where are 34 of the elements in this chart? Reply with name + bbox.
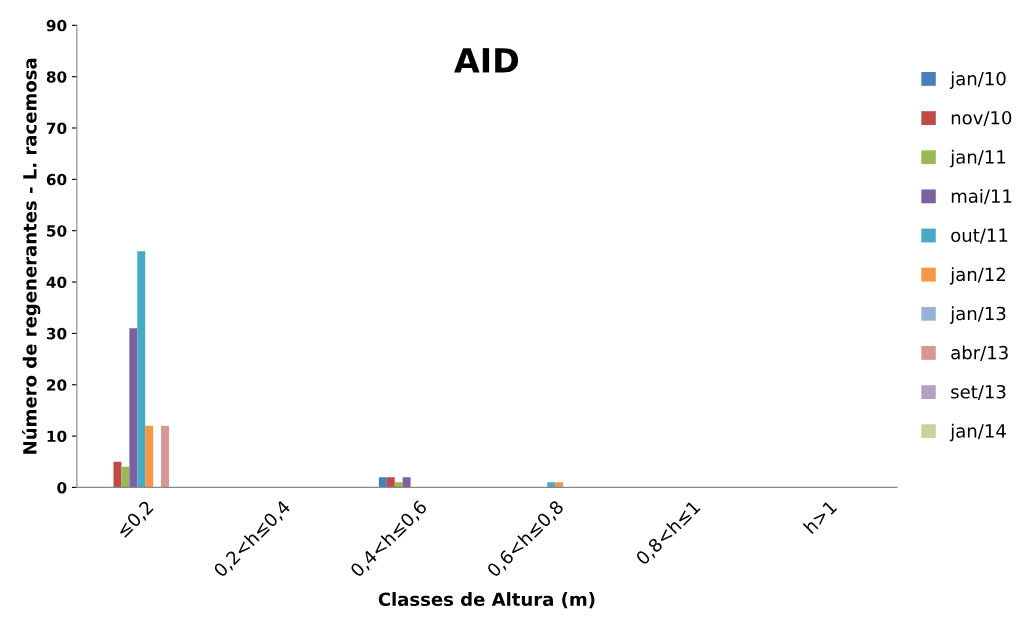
bar [121,466,130,488]
bar [386,477,395,488]
bar [129,328,138,488]
legend-label: jan/13 [949,306,1006,324]
y-tick-label: 40 [46,276,67,289]
y-tick-label: 80 [46,71,67,83]
y-tick-label: 0 [57,481,67,494]
legend-label: jan/11 [949,149,1006,168]
bar [137,251,146,488]
legend-label: nov/10 [951,110,1012,127]
legend-label: jan/10 [949,71,1006,89]
bar [555,482,564,488]
y-tick-label: 30 [46,327,67,340]
legend-label: set/13 [951,384,1006,401]
x-axis-title: Classes de Altura (m) [378,592,595,609]
bar [394,482,403,488]
y-tick-label: 10 [47,430,67,443]
text: AID [454,48,519,73]
y-tick-label: 70 [46,122,67,135]
legend-label: mai/11 [951,188,1012,205]
y-tick-label: 90 [46,19,67,32]
y-axis-title: Número de regenerantes - L. racemosa [22,58,41,454]
y-tick-label: 60 [46,173,67,186]
y-tick-label: 20 [47,379,67,391]
bar [161,425,169,488]
bar [547,482,556,488]
bar [378,477,387,488]
legend-label: abr/13 [951,345,1008,361]
legend-label: out/11 [951,228,1008,244]
y-tick-label: 50 [47,225,67,237]
bar [145,425,154,488]
bar [402,477,411,488]
legend-label: jan/12 [949,267,1005,285]
legend-label: jan/14 [949,423,1006,442]
